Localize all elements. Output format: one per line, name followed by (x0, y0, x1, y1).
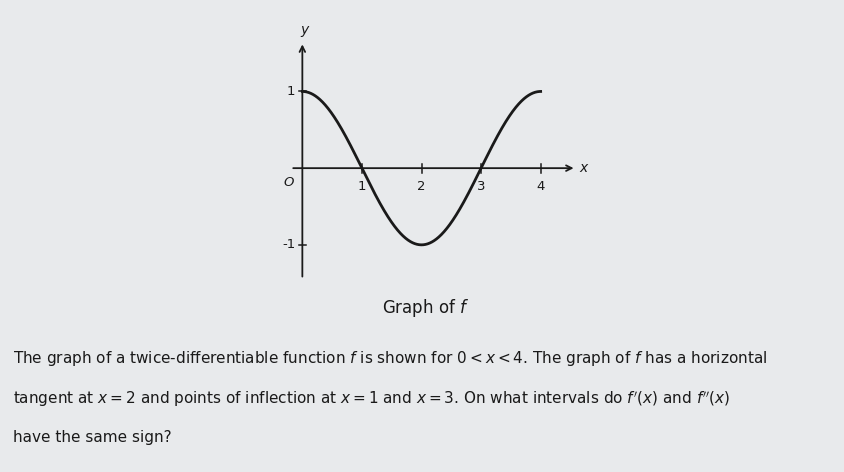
Text: 3: 3 (477, 180, 485, 193)
Text: 1: 1 (287, 85, 295, 98)
Text: $y$: $y$ (300, 24, 311, 39)
Text: 4: 4 (537, 180, 545, 193)
Text: Graph of $f$: Graph of $f$ (382, 297, 470, 320)
Text: 2: 2 (417, 180, 425, 193)
Text: 1: 1 (358, 180, 366, 193)
Text: $O$: $O$ (284, 176, 295, 189)
Text: -1: -1 (282, 238, 295, 252)
Text: $x$: $x$ (579, 161, 590, 175)
Text: tangent at $x = 2$ and points of inflection at $x = 1$ and $x = 3$. On what inte: tangent at $x = 2$ and points of inflect… (13, 389, 730, 409)
Text: have the same sign?: have the same sign? (13, 430, 171, 445)
Text: The graph of a twice-differentiable function $f$ is shown for $0 < x < 4$. The g: The graph of a twice-differentiable func… (13, 349, 767, 368)
